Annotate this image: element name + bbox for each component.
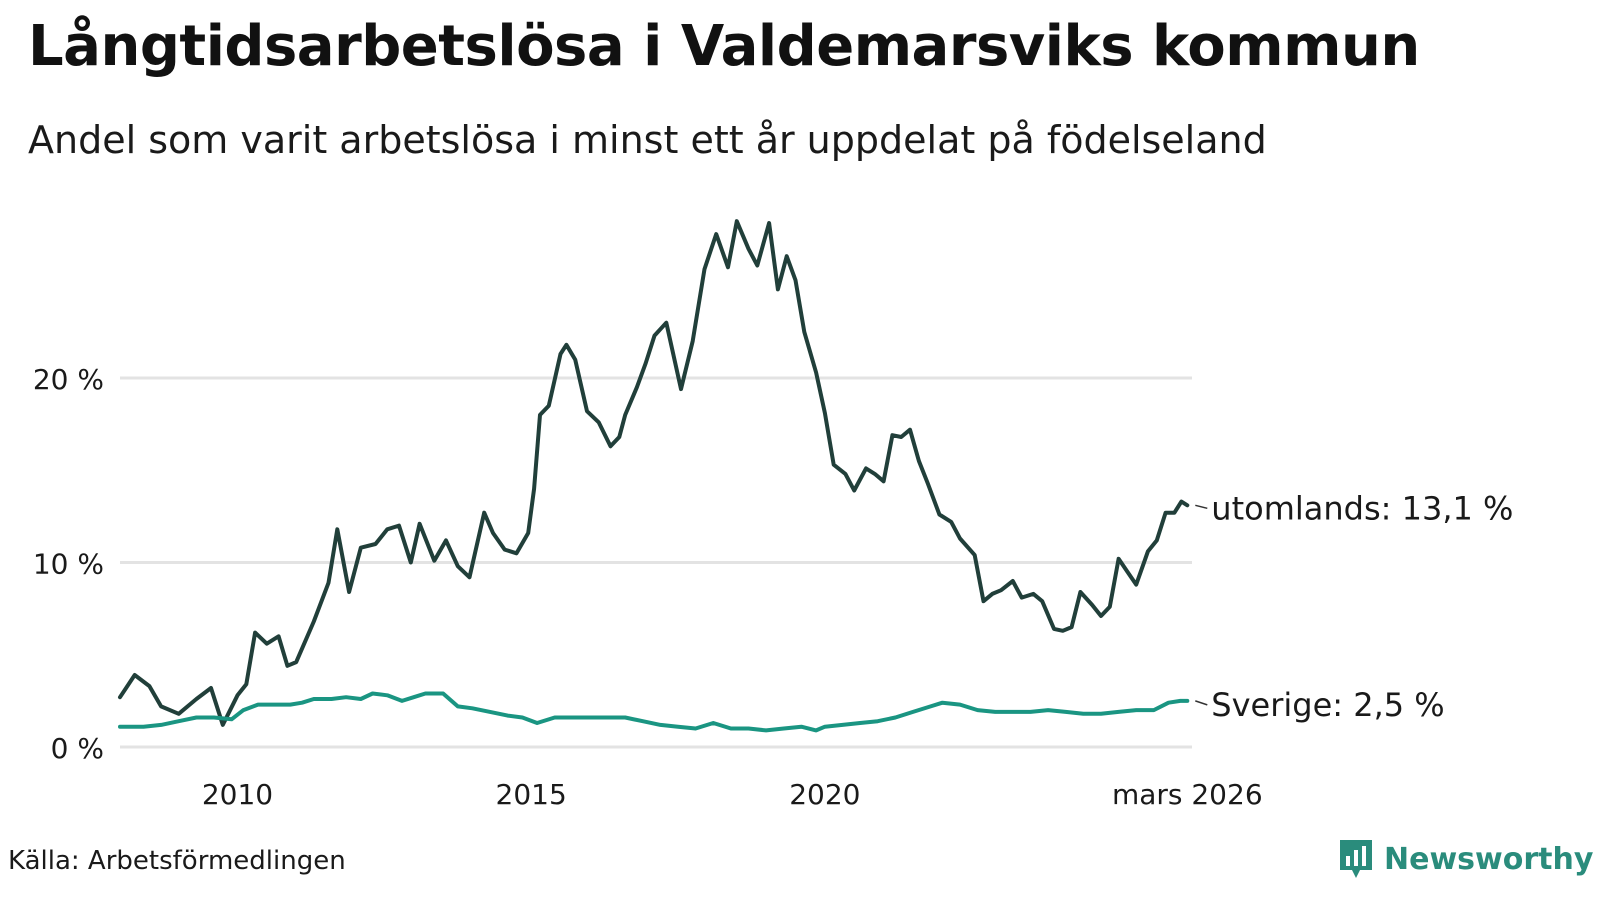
x-tick-label: mars 2026 (1112, 778, 1263, 811)
end-label-sverige: Sverige: 2,5 % (1211, 686, 1444, 724)
series-lines (118, 219, 1190, 733)
y-tick-label: 0 % (51, 732, 104, 765)
brand-name: Newsworthy (1384, 841, 1594, 877)
brand-logo: Newsworthy (1338, 838, 1593, 880)
axis-labels: 0 % 10 % 20 % 2010 2015 2020 mars 2026 utomland… (33, 363, 1514, 811)
series-line-utomlands (118, 219, 1190, 727)
end-label-leader (1195, 700, 1208, 706)
newsworthy-logo-icon (1340, 840, 1372, 878)
end-label-leader (1195, 504, 1208, 510)
x-tick-label: 2020 (789, 778, 860, 811)
y-tick-label: 10 % (33, 548, 104, 581)
chart-subtitle: Andel som varit arbetslösa i minst ett å… (28, 118, 1267, 162)
source-note: Källa: Arbetsförmedlingen (8, 846, 346, 876)
end-label-utomlands: utomlands: 13,1 % (1211, 489, 1513, 527)
x-tick-label: 2010 (202, 778, 273, 811)
y-tick-label: 20 % (33, 363, 104, 396)
series-line-sverige (118, 691, 1190, 733)
chart-title: Långtidsarbetslösa i Valdemarsviks kommu… (28, 14, 1420, 79)
gridlines (120, 376, 1192, 749)
x-tick-label: 2015 (496, 778, 567, 811)
